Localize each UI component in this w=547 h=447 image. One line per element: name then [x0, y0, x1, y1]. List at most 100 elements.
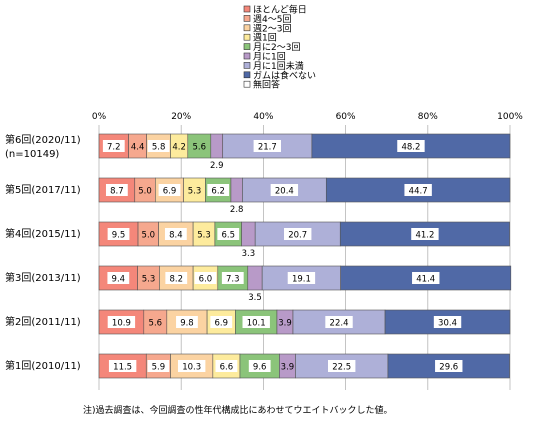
legend-swatch	[243, 15, 251, 22]
legend-swatch	[243, 5, 251, 13]
footnote: 注)過去調査は、今回調査の性年代構成比にあわせてウエイトバックした値。	[83, 404, 393, 416]
data-label: 7.3	[226, 275, 240, 285]
data-label-box	[210, 316, 233, 328]
data-label: 7.2	[107, 143, 121, 153]
data-label-box	[242, 316, 270, 328]
data-label: 20.7	[288, 231, 307, 241]
category-label: 第2回(2011/11)	[5, 315, 81, 328]
legend-swatch	[243, 80, 251, 88]
data-label-box	[102, 140, 125, 152]
legend-swatch	[243, 71, 251, 79]
legend-label: ほとんど毎日	[253, 4, 307, 16]
data-label-box	[433, 316, 462, 328]
data-label: 5.0	[138, 187, 152, 197]
data-label-box	[215, 360, 238, 372]
legend-swatch	[243, 43, 251, 50]
data-label: 11.5	[113, 363, 132, 373]
bars: 7.2 4.4 5.8 4.2 5.62.921.7 48.28.7 5.0 6.9 5.3 6.…	[98, 133, 512, 379]
data-label: 3.3	[242, 249, 256, 259]
data-label: 8.2	[170, 275, 184, 285]
data-label: 29.6	[439, 363, 458, 373]
data-label-box	[325, 316, 353, 328]
data-label-box	[176, 316, 198, 328]
x-tick-label: 20%	[171, 112, 191, 122]
data-label: 2.8	[230, 205, 244, 215]
data-label-box	[107, 272, 130, 284]
data-label: 44.7	[409, 187, 428, 197]
x-tick-label: 80%	[418, 112, 438, 122]
data-label: 5.3	[142, 275, 156, 285]
data-label: 41.4	[416, 275, 435, 285]
data-label: 5.6	[193, 143, 207, 153]
data-label: 9.6	[253, 363, 267, 373]
data-label-box	[221, 272, 244, 284]
legend-swatch	[243, 33, 251, 41]
x-axis: 0% 20% 40% 60% 80% 100%	[92, 112, 523, 122]
data-label-box	[412, 272, 440, 284]
bar-segment	[210, 133, 224, 159]
legend-label: 月に2～3回	[253, 42, 300, 53]
data-label-box	[107, 316, 136, 328]
data-label: 22.5	[332, 363, 351, 373]
data-label: 6.9	[215, 319, 229, 329]
legend-label: 月に1回	[253, 52, 286, 63]
bar-segment	[261, 265, 341, 291]
legend-label: 月に1回未満	[253, 60, 304, 72]
data-label-box	[164, 228, 187, 240]
data-label: 6.9	[163, 187, 177, 197]
bar-segment	[98, 265, 138, 291]
data-label: 9.8	[180, 319, 194, 329]
data-label: 6.2	[211, 187, 225, 197]
data-label: 21.7	[258, 143, 277, 153]
data-label: 5.6	[149, 319, 163, 329]
data-label: 8.4	[169, 231, 183, 241]
data-label-box	[105, 184, 128, 196]
category-label: 第3回(2013/11)	[5, 271, 81, 284]
data-label: 30.4	[438, 319, 457, 329]
data-label-box	[404, 184, 432, 196]
data-label: 9.5	[112, 231, 126, 241]
data-label-box	[107, 228, 130, 240]
data-label-box	[207, 184, 230, 196]
category-label: 第4回(2015/11)	[5, 227, 81, 240]
data-label-box	[177, 360, 206, 372]
data-label: 5.3	[188, 187, 202, 197]
data-label: 4.4	[131, 143, 145, 153]
data-label-box	[253, 140, 282, 152]
x-tick-label: 60%	[336, 112, 356, 122]
legend-label: 週2～3回	[253, 23, 291, 34]
footnote-text: 注)過去調査は、今回調査の性年代構成比にあわせてウエイトバックした値。	[83, 404, 393, 416]
data-label: 9.4	[112, 275, 126, 285]
data-label: 41.2	[415, 231, 434, 241]
data-label-box	[165, 272, 188, 284]
legend-swatch	[243, 62, 251, 69]
data-label-box	[158, 184, 181, 196]
data-label-box	[147, 360, 170, 372]
data-label-box	[147, 140, 170, 152]
data-label: 5.0	[142, 231, 156, 241]
category-labels: 第6回(2020/11) (n=10149) 第5回(2017/11) 第4回(201…	[5, 133, 81, 372]
data-label-box	[284, 228, 312, 240]
data-label-box	[217, 228, 240, 240]
bar-segment	[247, 265, 263, 291]
data-label: 5.8	[152, 143, 166, 153]
data-label: 8.7	[110, 187, 124, 197]
data-label: 5.3	[197, 231, 211, 241]
x-tick-label: 0%	[92, 112, 107, 122]
data-label: 6.6	[220, 363, 234, 373]
bar-segment	[98, 309, 145, 335]
data-label: 3.9	[278, 319, 292, 329]
data-label-box	[435, 360, 463, 372]
data-label: 2.9	[210, 161, 224, 171]
legend-label: 無回答	[253, 79, 280, 91]
data-label: 48.2	[401, 143, 420, 153]
data-label-box	[327, 360, 356, 372]
data-label: 10.3	[182, 363, 201, 373]
x-tick-label: 40%	[253, 112, 273, 122]
category-label: 第5回(2017/11)	[5, 183, 81, 196]
data-label: 3.5	[248, 293, 262, 303]
legend-label: 週1回	[253, 33, 277, 44]
data-label: 4.2	[172, 143, 186, 153]
legend-swatch	[243, 52, 251, 60]
